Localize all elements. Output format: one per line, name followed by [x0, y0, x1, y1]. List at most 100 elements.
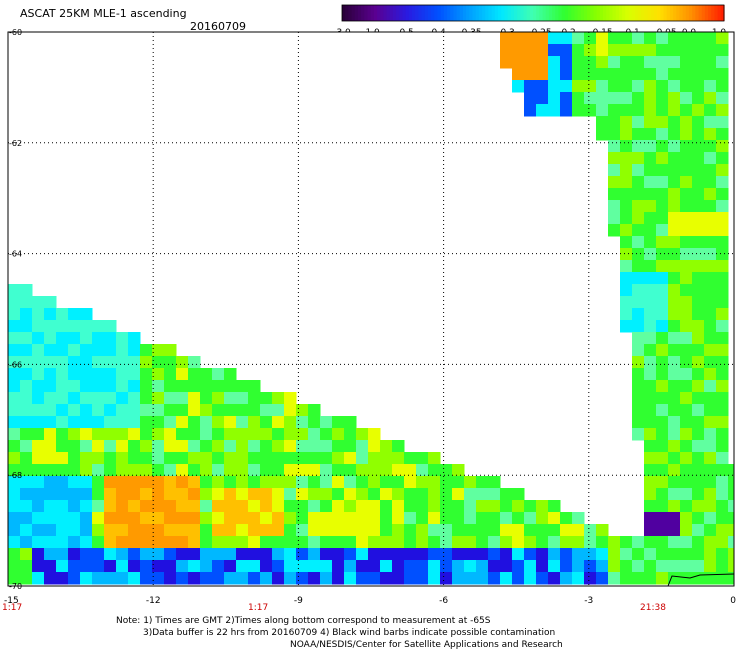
colorbar-cell: [587, 5, 591, 21]
swath-cell: [116, 404, 129, 417]
colorbar-cell: [650, 5, 655, 21]
swath-cell: [656, 572, 669, 585]
swath-cell: [608, 224, 621, 237]
colorbar-cell: [625, 5, 630, 21]
swath-cell: [644, 476, 657, 489]
swath-cell: [716, 116, 729, 129]
swath-cell: [248, 392, 261, 405]
swath-cell: [440, 488, 453, 501]
swath-cell: [680, 332, 693, 345]
swath-cell: [56, 464, 69, 477]
swath-cell: [392, 452, 405, 465]
swath-cell: [236, 524, 249, 537]
swath-cell: [548, 68, 561, 81]
colorbar-cell: [497, 5, 502, 21]
swath-cell: [416, 560, 429, 573]
swath-cell: [692, 356, 705, 369]
swath-cell: [572, 92, 585, 105]
swath-cell: [680, 320, 693, 333]
swath-cell: [80, 416, 93, 429]
swath-cell: [608, 560, 621, 573]
swath-cell: [704, 380, 717, 393]
swath-cell: [704, 524, 717, 537]
swath-cell: [704, 500, 717, 513]
swath-cell: [44, 428, 57, 441]
swath-cell: [392, 536, 405, 549]
swath-cell: [620, 104, 633, 117]
swath-cell: [716, 140, 729, 153]
swath-cell: [188, 356, 201, 369]
swath-cell: [692, 188, 705, 201]
swath-cell: [8, 536, 21, 549]
swath-cell: [176, 404, 189, 417]
swath-cell: [260, 560, 273, 573]
swath-cell: [680, 368, 693, 381]
swath-cell: [632, 320, 645, 333]
colorbar-cell: [657, 5, 661, 21]
swath-cell: [716, 500, 729, 513]
latitude-label: -60: [9, 28, 22, 37]
swath-cell: [8, 476, 21, 489]
swath-cell: [512, 44, 525, 57]
swath-cell: [140, 512, 153, 525]
swath-cell: [620, 152, 633, 165]
swath-cell: [488, 524, 501, 537]
swath-cell: [524, 104, 537, 117]
swath-cell: [140, 440, 153, 453]
swath-cell: [20, 308, 33, 321]
swath-cell: [224, 560, 237, 573]
swath-cell: [668, 536, 681, 549]
swath-cell: [272, 512, 285, 525]
swath-cell: [608, 152, 621, 165]
swath-cell: [296, 488, 309, 501]
swath-cell: [32, 416, 45, 429]
swath-cell: [680, 116, 693, 129]
swath-cell: [44, 488, 57, 501]
swath-cell: [68, 368, 81, 381]
swath-cell: [560, 572, 573, 585]
swath-cell: [584, 44, 597, 57]
swath-cell: [500, 572, 513, 585]
swath-cell: [284, 548, 297, 561]
swath-cell: [680, 80, 693, 93]
swath-cell: [140, 344, 153, 357]
swath-cell: [548, 56, 561, 69]
swath-cell: [248, 404, 261, 417]
swath-cell: [572, 32, 585, 45]
swath-cell: [692, 56, 705, 69]
swath-cell: [680, 56, 693, 69]
swath-cell: [656, 440, 669, 453]
swath-cell: [608, 140, 621, 153]
swath-cell: [356, 452, 369, 465]
swath-cell: [680, 356, 693, 369]
swath-cell: [224, 452, 237, 465]
swath-cell: [296, 404, 309, 417]
swath-cell: [320, 512, 333, 525]
swath-cell: [20, 488, 33, 501]
swath-cell: [716, 56, 729, 69]
swath-cell: [584, 560, 597, 573]
swath-cell: [632, 140, 645, 153]
swath-cell: [416, 488, 429, 501]
swath-cell: [536, 572, 549, 585]
swath-cell: [632, 260, 645, 273]
swath-cell: [104, 428, 117, 441]
colorbar-cell: [510, 5, 515, 21]
swath-cell: [212, 416, 225, 429]
swath-cell: [248, 524, 261, 537]
swath-cell: [692, 452, 705, 465]
swath-cell: [104, 416, 117, 429]
swath-cell: [452, 572, 465, 585]
colorbar-cell: [427, 5, 432, 21]
swath-cell: [644, 104, 657, 117]
swath-cell: [104, 464, 117, 477]
swath-cell: [200, 488, 213, 501]
swath-cell: [572, 536, 585, 549]
swath-cell: [620, 272, 633, 285]
swath-cell: [500, 512, 513, 525]
swath-cell: [104, 392, 117, 405]
swath-cell: [644, 368, 657, 381]
swath-cell: [296, 500, 309, 513]
swath-cell: [188, 380, 201, 393]
swath-cell: [356, 512, 369, 525]
